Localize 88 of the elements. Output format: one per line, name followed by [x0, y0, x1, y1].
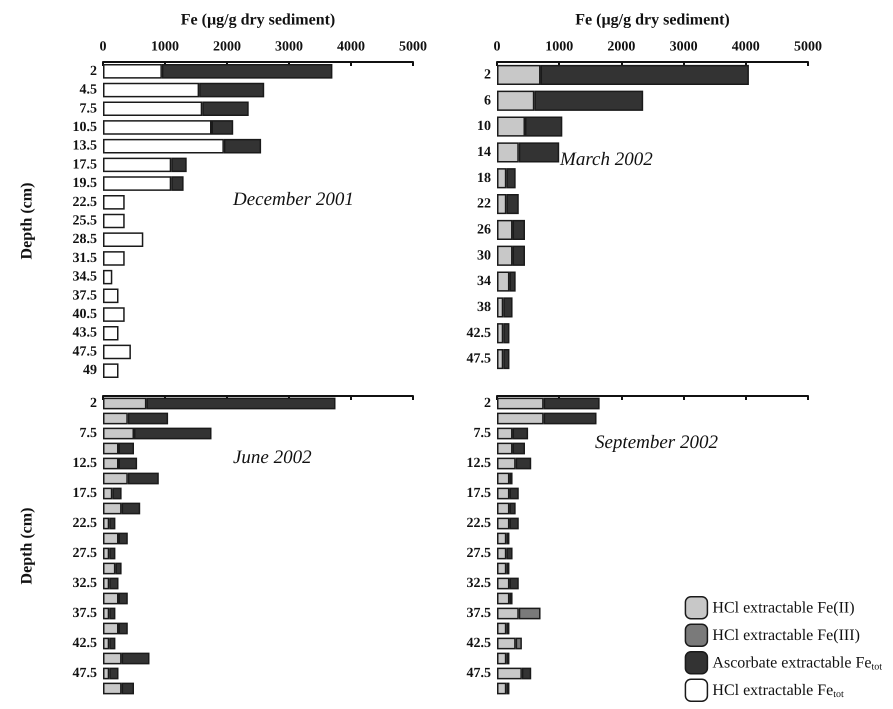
- y-tick-label: 42.5: [466, 326, 491, 341]
- bar: [103, 363, 118, 378]
- x-axis-title: Fe (µg/g dry sediment): [180, 12, 336, 28]
- bar: [497, 652, 506, 664]
- y-tick-label: 40.5: [72, 307, 97, 322]
- y-tick-label: 12.5: [72, 456, 97, 471]
- x-tick-label: 2000: [607, 40, 636, 54]
- x-tick-label: 4000: [732, 40, 760, 54]
- y-tick-label: 22.5: [72, 516, 97, 531]
- y-tick-label: 2: [90, 64, 97, 79]
- y-tick-label: 42.5: [466, 636, 491, 651]
- y-tick-label: 2: [90, 396, 97, 411]
- legend-label: HCl extractable Fe(II): [712, 599, 855, 616]
- x-tick-label: 1000: [151, 40, 179, 54]
- bar: [103, 307, 125, 322]
- y-tick-label: 18: [477, 170, 491, 186]
- y-tick-label: 13.5: [72, 138, 97, 154]
- y-axis-title: Depth (cm): [18, 508, 36, 584]
- y-tick-label: 47.5: [466, 666, 491, 681]
- bar: [497, 592, 510, 604]
- y-tick-label: 14: [477, 144, 491, 160]
- y-tick-label: 38: [477, 300, 491, 315]
- bar: [103, 288, 118, 304]
- y-tick-label: 7.5: [80, 101, 97, 116]
- y-tick-label: 27.5: [466, 546, 491, 561]
- y-tick-label: 30: [477, 248, 491, 264]
- bar: [497, 472, 510, 484]
- text: March 2002: [559, 149, 654, 170]
- x-tick-label: 0: [494, 40, 500, 54]
- y-tick-label: 37.5: [72, 606, 97, 621]
- y-axis-title: Depth (cm): [18, 182, 36, 260]
- x-tick-label: 4000: [337, 40, 365, 54]
- bar: [103, 344, 131, 360]
- y-tick-label: 17.5: [72, 486, 97, 501]
- y-tick-label: 47.5: [72, 666, 97, 681]
- y-tick-label: 47.5: [72, 344, 97, 360]
- y-tick-label: 25.5: [72, 214, 97, 228]
- x-tick-label: 3000: [670, 40, 698, 54]
- y-tick-label: 28.5: [72, 232, 97, 248]
- y-tick-label: 7.5: [474, 426, 491, 441]
- text: December 2001: [232, 189, 354, 210]
- y-tick-label: 34: [477, 274, 491, 290]
- x-tick-label: 2000: [213, 40, 241, 54]
- y-tick-label: 10: [477, 119, 491, 134]
- bar: [103, 326, 118, 341]
- y-tick-label: 27.5: [72, 546, 97, 561]
- bar: [497, 532, 506, 544]
- y-tick-label: 43.5: [72, 326, 97, 341]
- text: September 2002: [595, 432, 718, 453]
- y-tick-label: 26: [477, 222, 491, 238]
- y-tick-label: 2: [484, 67, 491, 82]
- y-tick-label: 42.5: [72, 636, 97, 651]
- y-tick-label: 22.5: [466, 516, 491, 531]
- y-tick-label: 6: [484, 93, 491, 108]
- x-tick-label: 5000: [399, 40, 427, 54]
- y-tick-label: 7.5: [80, 426, 97, 441]
- bar: [497, 622, 506, 634]
- y-tick-label: 31.5: [72, 250, 97, 266]
- y-tick-label: 49: [83, 363, 97, 378]
- bar: [497, 682, 506, 694]
- y-tick-label: 19.5: [72, 176, 97, 192]
- bar: [103, 195, 125, 210]
- y-tick-label: 2: [484, 396, 491, 411]
- x-tick-label: 1000: [545, 40, 574, 54]
- text: June 2002: [233, 447, 312, 468]
- bar: [103, 214, 125, 228]
- x-axis-title: Fe (µg/g dry sediment): [575, 12, 730, 28]
- y-tick-label: 34.5: [72, 270, 97, 285]
- x-tick-label: 3000: [275, 40, 303, 54]
- x-tick-label: 5000: [794, 40, 822, 54]
- y-tick-label: 32.5: [466, 576, 491, 591]
- y-tick-label: 32.5: [72, 576, 97, 591]
- y-tick-label: 22: [477, 196, 491, 212]
- legend-label: HCl extractable Fe(III): [712, 626, 860, 644]
- bar: [497, 562, 506, 574]
- x-tick-label: 0: [100, 40, 106, 54]
- y-tick-label: 10.5: [72, 120, 97, 135]
- y-tick-label: 4.5: [80, 82, 97, 98]
- y-tick-label: 17.5: [72, 157, 97, 172]
- bar: [103, 232, 144, 247]
- y-tick-label: 12.5: [466, 456, 491, 471]
- y-tick-label: 47.5: [466, 352, 491, 367]
- y-tick-label: 17.5: [466, 486, 491, 501]
- y-tick-label: 22.5: [72, 194, 97, 210]
- y-tick-label: 37.5: [466, 606, 491, 621]
- bar: [103, 251, 125, 266]
- y-tick-label: 37.5: [72, 288, 97, 304]
- bar: [103, 270, 112, 284]
